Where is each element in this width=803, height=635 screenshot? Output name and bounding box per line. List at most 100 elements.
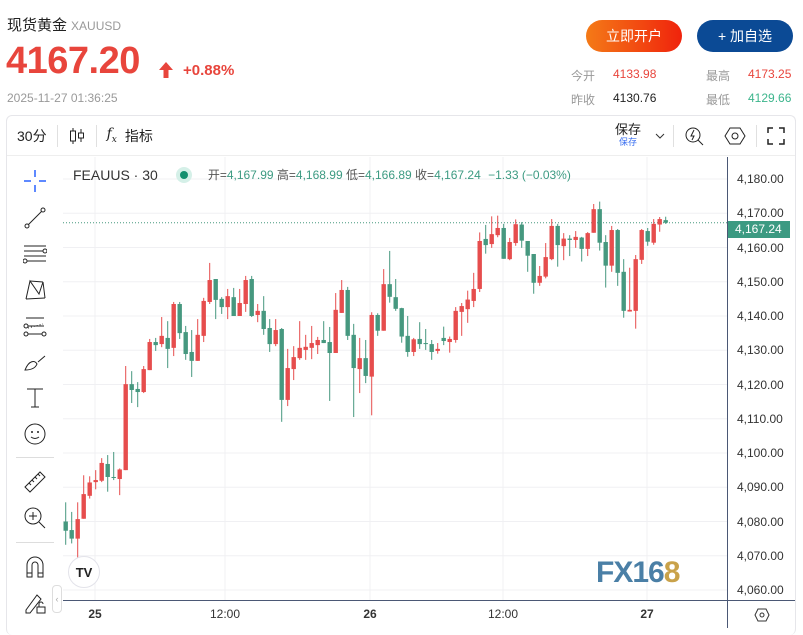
- candle-body: [345, 289, 350, 336]
- change-percent: +0.88%: [183, 62, 235, 79]
- prev-close-value: 4130.76: [613, 91, 657, 105]
- candle-body: [279, 329, 284, 400]
- time-axis[interactable]: 25 12:00 26 12:00 27: [63, 600, 727, 628]
- add-watchlist-button[interactable]: + 加自选: [697, 20, 793, 52]
- candle-body: [285, 368, 290, 400]
- y-tick-label: 4,090.00: [737, 480, 784, 495]
- candle-body: [291, 357, 296, 370]
- candle-body: [627, 309, 632, 312]
- candle-body: [219, 298, 224, 308]
- text-tool[interactable]: [21, 384, 49, 412]
- watermark-accent: 8: [663, 556, 681, 589]
- candle-body: [417, 338, 422, 345]
- candle-body: [117, 469, 122, 480]
- quick-search-button[interactable]: [674, 116, 714, 155]
- candle-body: [519, 224, 524, 241]
- candle-body: [555, 225, 560, 246]
- candle-body: [537, 275, 542, 283]
- lock-drawing-icon: [25, 594, 46, 614]
- legend-open-label: 开=: [207, 168, 227, 182]
- save-label: 保存: [614, 122, 641, 138]
- crosshair-tool[interactable]: [21, 167, 49, 195]
- candle-body: [381, 284, 386, 331]
- candle-body: [567, 238, 572, 240]
- market-status-dot: [175, 166, 192, 183]
- candle-body: [165, 337, 170, 349]
- candle-body: [273, 330, 278, 345]
- candle-body: [351, 334, 356, 369]
- candlestick-icon: [69, 127, 84, 144]
- open-label: 今开: [571, 69, 596, 83]
- save-dropdown[interactable]: [655, 116, 673, 155]
- candle-body: [327, 342, 332, 353]
- candle-body: [483, 238, 488, 246]
- y-tick-label: 4,100.00: [737, 446, 784, 460]
- candle-body: [123, 384, 128, 471]
- lock-drawing-tool[interactable]: [21, 589, 49, 617]
- candle-body: [471, 288, 476, 301]
- candle-body: [429, 344, 434, 352]
- interval-selector[interactable]: 30分: [17, 127, 47, 144]
- fx168-watermark: FX168: [596, 556, 681, 590]
- y-tick-label: 4,130.00: [737, 343, 784, 358]
- candle-body: [585, 233, 590, 249]
- price-axis[interactable]: 4,180.00 4,170.00 4,160.00 4,150.00 4,140.00…: [727, 157, 795, 601]
- current-price: 4167.20: [6, 40, 140, 82]
- candle-body: [453, 310, 458, 340]
- candle-body: [549, 225, 554, 260]
- x-tick-label: 25: [88, 607, 102, 621]
- x-tick-label: 12:00: [209, 607, 241, 621]
- tradingview-logo[interactable]: TV: [68, 556, 100, 588]
- candle-body: [99, 462, 104, 481]
- legend-high-label: 高=: [276, 168, 296, 182]
- candlestick-chart[interactable]: [63, 157, 727, 600]
- open-value: 4133.98: [613, 67, 657, 81]
- axis-settings-button[interactable]: [727, 600, 795, 628]
- candle-body: [507, 242, 512, 260]
- fx-icon: fx: [106, 126, 117, 145]
- candle-body: [525, 240, 530, 256]
- horizontal-lines-icon: [23, 245, 47, 264]
- trend-line-icon: [24, 207, 46, 229]
- candle-body: [147, 342, 152, 371]
- horizontal-lines-tool[interactable]: [21, 240, 49, 268]
- magnet-tool[interactable]: [21, 553, 49, 581]
- watermark-text: FX16: [596, 556, 665, 589]
- candle-body: [201, 300, 206, 336]
- instrument-name: 现货黄金: [7, 17, 68, 34]
- zoom-in-tool[interactable]: [21, 504, 49, 532]
- candle-body: [531, 254, 536, 283]
- instrument-symbol: XAUUSD: [71, 19, 122, 33]
- candle-body: [303, 346, 308, 350]
- candle-body: [609, 230, 614, 266]
- lightning-search-icon: [685, 127, 704, 145]
- y-tick-label: 4,160.00: [737, 240, 784, 255]
- candle-body: [393, 297, 398, 309]
- divider: [95, 124, 97, 147]
- candle-body: [387, 284, 392, 297]
- collapse-toolbar-button[interactable]: ‹: [52, 585, 62, 613]
- fib-tool[interactable]: [21, 312, 49, 340]
- candle-body: [321, 339, 326, 344]
- low-value: 4129.66: [748, 91, 792, 105]
- y-tick-label: 4,070.00: [737, 548, 784, 563]
- ruler-tool[interactable]: [21, 468, 49, 496]
- open-account-button[interactable]: 立即开户: [586, 20, 682, 52]
- candle-body: [399, 308, 404, 337]
- save-button[interactable]: 保存 保存: [615, 123, 641, 147]
- pattern-tool[interactable]: [21, 276, 49, 304]
- chart-type-button[interactable]: [58, 116, 96, 155]
- indicators-button[interactable]: fx 指标: [97, 116, 163, 155]
- x-tick-label: 27: [640, 607, 654, 621]
- settings-button[interactable]: [714, 116, 756, 155]
- candle-body: [141, 369, 146, 393]
- candle-body: [513, 224, 518, 244]
- trend-line-tool[interactable]: [21, 204, 49, 232]
- y-tick-label: 4,120.00: [737, 377, 784, 392]
- candle-body: [153, 342, 158, 346]
- emoji-tool[interactable]: [21, 420, 49, 448]
- ruler-icon: [24, 471, 46, 493]
- candle-body: [495, 227, 500, 236]
- brush-tool[interactable]: [21, 348, 49, 376]
- fullscreen-button[interactable]: [757, 116, 795, 155]
